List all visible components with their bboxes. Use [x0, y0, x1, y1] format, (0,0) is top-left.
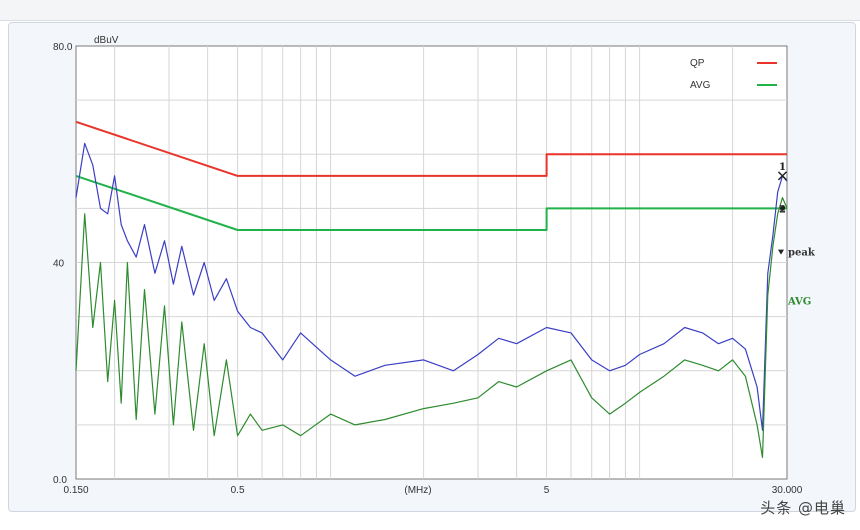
avg-trace-label: AVG	[787, 296, 811, 307]
grid	[76, 46, 787, 479]
y-tick-label-1: 40	[53, 259, 65, 270]
y-tick-label-0: 80.0	[53, 42, 73, 53]
peak-arrow-icon	[778, 249, 784, 255]
marker-annotations: 1 2 peak AVG	[777, 162, 816, 307]
trace-avg-3	[75, 197, 788, 458]
limit-line-avg-1	[75, 174, 787, 231]
marker-1-cross	[777, 171, 787, 181]
y-tick-labels: 80.0 40 0.0	[53, 42, 73, 486]
x-tick-label-0: 0.150	[63, 485, 88, 496]
x-tick-labels: 0.150 0.5 5 30.000	[63, 485, 802, 496]
x-tick-label-3: 30.000	[772, 485, 803, 496]
x-tick-label-2: 5	[544, 485, 550, 496]
window-top-strip	[0, 0, 860, 21]
marker-2-dot	[779, 205, 785, 211]
legend: QP AVG	[690, 58, 777, 91]
peak-trace-label: peak	[788, 248, 816, 259]
legend-label-avg: AVG	[690, 80, 711, 91]
limit-lines	[75, 120, 787, 231]
watermark: 头条 @电巢	[760, 499, 846, 517]
legend-label-qp: QP	[690, 58, 705, 69]
limit-line-qp-0	[75, 120, 787, 177]
y-unit-label: dBuV	[94, 35, 119, 46]
x-axis-label: (MHz)	[404, 485, 431, 496]
measurement-traces	[75, 142, 788, 458]
y-tick-label-2: 0.0	[53, 475, 67, 486]
x-tick-label-1: 0.5	[231, 485, 245, 496]
marker-1-label: 1	[779, 162, 786, 173]
trace-peak-2	[75, 142, 788, 431]
